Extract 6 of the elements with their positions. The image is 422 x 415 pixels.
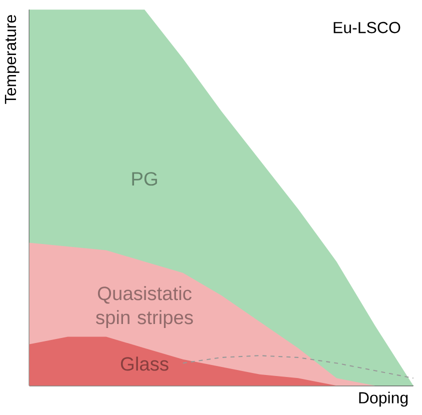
series-label: Quasistatic spin stripes [96, 286, 193, 328]
y-axis-title: Temperature [4, 15, 20, 104]
x-axis-title: Doping [359, 392, 408, 407]
series-label: PG [132, 172, 157, 186]
annotation: Eu-LSCO [334, 22, 400, 34]
series-label: Glass [120, 356, 168, 371]
